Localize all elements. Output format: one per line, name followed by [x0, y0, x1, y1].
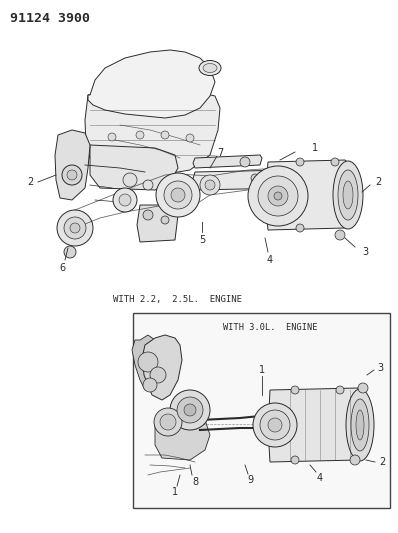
Circle shape	[253, 403, 297, 447]
Circle shape	[161, 216, 169, 224]
Circle shape	[143, 180, 153, 190]
Circle shape	[67, 170, 77, 180]
Circle shape	[177, 397, 203, 423]
Circle shape	[291, 386, 299, 394]
Text: 2: 2	[27, 177, 33, 187]
Circle shape	[335, 230, 345, 240]
Circle shape	[184, 404, 196, 416]
Circle shape	[150, 367, 166, 383]
Circle shape	[296, 158, 304, 166]
Text: 4: 4	[317, 473, 323, 483]
Text: WITH 2.2,  2.5L.  ENGINE: WITH 2.2, 2.5L. ENGINE	[113, 295, 242, 304]
Circle shape	[164, 181, 192, 209]
Polygon shape	[265, 160, 348, 230]
Text: 3: 3	[377, 363, 383, 373]
Circle shape	[154, 408, 182, 436]
Circle shape	[156, 173, 200, 217]
Polygon shape	[88, 50, 215, 118]
Circle shape	[260, 410, 290, 440]
Circle shape	[64, 246, 76, 258]
Text: 9: 9	[247, 475, 253, 485]
Circle shape	[62, 165, 82, 185]
Ellipse shape	[333, 161, 363, 229]
Polygon shape	[132, 335, 160, 390]
Circle shape	[143, 210, 153, 220]
Polygon shape	[268, 388, 360, 462]
Ellipse shape	[338, 170, 358, 220]
Text: 7: 7	[217, 148, 223, 158]
Text: 8: 8	[192, 477, 198, 487]
Text: 4: 4	[267, 255, 273, 265]
Polygon shape	[155, 415, 210, 460]
Ellipse shape	[203, 63, 217, 72]
Text: 2: 2	[379, 457, 385, 467]
Circle shape	[161, 131, 169, 139]
Circle shape	[136, 131, 144, 139]
Text: 3: 3	[362, 247, 368, 257]
Text: 1: 1	[259, 365, 265, 375]
Circle shape	[123, 173, 137, 187]
Polygon shape	[137, 205, 178, 242]
Text: 5: 5	[199, 235, 205, 245]
Circle shape	[113, 188, 137, 212]
Circle shape	[143, 378, 157, 392]
Circle shape	[70, 223, 80, 233]
Text: 1: 1	[312, 143, 318, 153]
Text: 2: 2	[375, 177, 381, 187]
Circle shape	[331, 158, 339, 166]
Circle shape	[240, 157, 250, 167]
Circle shape	[57, 210, 93, 246]
Circle shape	[171, 188, 185, 202]
Circle shape	[64, 217, 86, 239]
Ellipse shape	[199, 61, 221, 76]
Text: 1: 1	[172, 487, 178, 497]
Circle shape	[138, 352, 158, 372]
Bar	[133, 313, 390, 508]
Polygon shape	[85, 88, 220, 175]
Text: 6: 6	[59, 263, 65, 273]
Circle shape	[160, 414, 176, 430]
Circle shape	[358, 383, 368, 393]
Polygon shape	[142, 335, 182, 400]
Circle shape	[268, 418, 282, 432]
Polygon shape	[193, 155, 262, 168]
Circle shape	[108, 133, 116, 141]
Circle shape	[200, 175, 220, 195]
Circle shape	[336, 386, 344, 394]
Ellipse shape	[346, 389, 374, 461]
Circle shape	[296, 224, 304, 232]
Text: 91124 3900: 91124 3900	[10, 12, 90, 25]
Circle shape	[274, 192, 282, 200]
Circle shape	[119, 194, 131, 206]
Circle shape	[268, 186, 288, 206]
Ellipse shape	[351, 399, 369, 451]
Circle shape	[350, 455, 360, 465]
Polygon shape	[192, 170, 295, 190]
Circle shape	[258, 176, 298, 216]
Circle shape	[251, 174, 259, 182]
Text: WITH 3.0L.  ENGINE: WITH 3.0L. ENGINE	[223, 323, 317, 332]
Circle shape	[248, 166, 308, 226]
Circle shape	[291, 456, 299, 464]
Circle shape	[186, 134, 194, 142]
Circle shape	[170, 390, 210, 430]
Circle shape	[205, 180, 215, 190]
Polygon shape	[55, 130, 90, 200]
Ellipse shape	[356, 410, 364, 440]
Ellipse shape	[343, 181, 353, 209]
Polygon shape	[90, 145, 178, 190]
